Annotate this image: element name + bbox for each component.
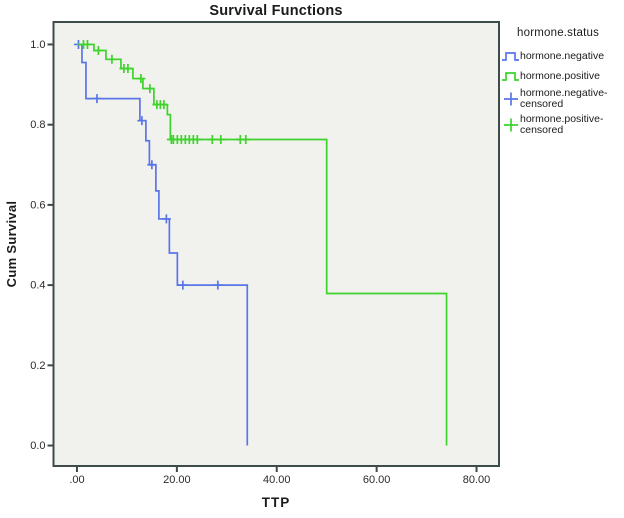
x-tick-label: .00	[69, 474, 84, 486]
censored-mark-hormone.positive	[145, 84, 155, 94]
censored-mark-hormone.negative	[213, 280, 223, 290]
x-tick-label: 40.00	[263, 474, 291, 486]
legend-item-label: hormone.negative	[520, 49, 605, 62]
legend-item-hormone-negative: hormone.negative	[502, 48, 622, 64]
plot-background	[53, 22, 499, 466]
censored-mark-hormone.negative	[161, 214, 171, 224]
censored-mark-hormone.negative	[92, 94, 102, 104]
legend-title: hormone.status	[517, 27, 600, 39]
censored-mark-hormone.positive	[159, 100, 169, 110]
censored-mark-hormone.negative	[147, 160, 157, 170]
censored-mark-hormone.positive	[216, 135, 226, 145]
y-tick-label: 1.0	[30, 39, 45, 51]
y-tick-label: 0.4	[30, 280, 45, 292]
censored-mark-hormone.positive	[207, 135, 217, 145]
step-line-icon	[502, 52, 519, 61]
censored-mark-hormone.negative	[137, 116, 147, 126]
y-tick-label: 0.6	[30, 199, 45, 211]
chart-title: Survival Functions	[209, 3, 343, 19]
legend-item-hormone-negative-censored: hormone.negative-censored	[502, 88, 622, 110]
censored-mark-hormone.positive	[136, 74, 146, 84]
censored-plus-icon	[504, 118, 518, 132]
legend-item-hormone-positive: hormone.positive	[502, 68, 622, 84]
x-tick-label: 80.00	[463, 474, 491, 486]
legend-glyph-path	[504, 118, 518, 132]
step-line-icon	[502, 72, 519, 81]
x-axis-title: TTP	[261, 495, 291, 510]
legend-item-label: hormone.positive-censored	[520, 113, 604, 136]
survival-curve-hormone.positive	[76, 43, 448, 446]
censored-plus-icon	[504, 92, 518, 106]
censored-mark-hormone.positive	[107, 54, 117, 64]
legend: hormone.status hormone.negative hormone.p…	[502, 27, 622, 140]
x-tick-label: 60.00	[363, 474, 391, 486]
censored-mark-hormone.positive	[82, 39, 92, 49]
x-tick-label: 20.00	[163, 474, 191, 486]
censored-mark-hormone.negative	[178, 280, 188, 290]
censored-mark-hormone.positive	[93, 45, 103, 55]
legend-item-label: hormone.positive	[520, 69, 600, 82]
legend-item-hormone-positive-censored: hormone.positive-censored	[502, 114, 622, 136]
censored-mark-hormone.positive	[123, 64, 133, 74]
legend-glyph-path	[502, 72, 519, 81]
y-tick-label: 0.0	[30, 440, 45, 452]
y-tick-label: 0.2	[30, 360, 45, 372]
legend-item-label: hormone.negative-censored	[520, 87, 608, 110]
y-tick-label: 0.8	[30, 119, 45, 131]
censored-mark-hormone.positive	[192, 135, 202, 145]
legend-items: hormone.negative hormone.positive hormone.…	[502, 48, 622, 136]
legend-glyph-path	[502, 52, 519, 61]
legend-glyph-path	[504, 92, 518, 106]
censored-mark-hormone.positive	[241, 135, 251, 145]
